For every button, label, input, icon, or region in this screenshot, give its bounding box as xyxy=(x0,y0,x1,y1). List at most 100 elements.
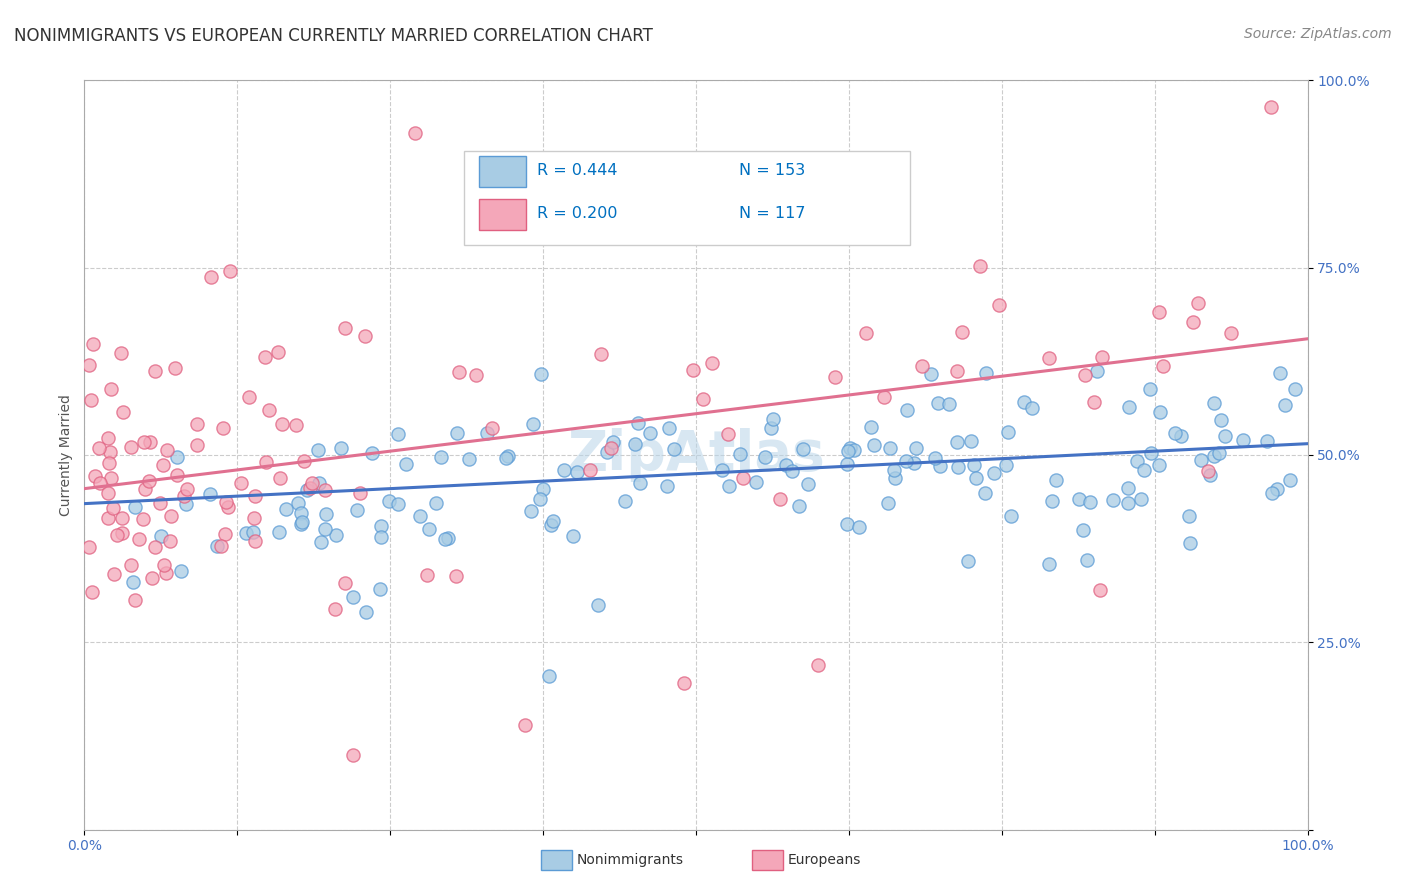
Point xyxy=(1202,395,1225,409)
Point xyxy=(1102,493,1125,508)
Point xyxy=(1000,509,1022,524)
Point xyxy=(624,436,647,450)
Point xyxy=(963,458,986,472)
Point xyxy=(395,458,418,472)
Point xyxy=(529,367,551,381)
Text: ZipAtlas: ZipAtlas xyxy=(567,428,825,482)
Point xyxy=(600,441,623,455)
Point xyxy=(387,426,409,441)
Point xyxy=(550,170,572,185)
Point xyxy=(243,489,266,503)
Point xyxy=(465,368,488,383)
Point xyxy=(513,717,536,731)
Point xyxy=(152,558,174,572)
Point xyxy=(692,392,714,407)
Point xyxy=(1067,491,1090,506)
Point xyxy=(1209,413,1232,427)
Point xyxy=(307,443,329,458)
Point xyxy=(1088,582,1111,597)
Point xyxy=(903,456,925,470)
Point xyxy=(759,421,782,435)
Point xyxy=(156,443,179,458)
Point xyxy=(111,511,134,525)
Point xyxy=(855,326,877,340)
Point xyxy=(1083,395,1105,409)
Point xyxy=(444,569,467,583)
Point xyxy=(1139,382,1161,396)
Point xyxy=(860,420,883,434)
Point xyxy=(103,566,125,581)
Point xyxy=(122,575,145,590)
Point xyxy=(733,471,755,485)
Point xyxy=(370,518,392,533)
Point xyxy=(346,503,368,517)
Point xyxy=(591,347,613,361)
Point xyxy=(315,507,337,521)
Point xyxy=(97,456,120,470)
Point xyxy=(638,425,661,440)
Point xyxy=(287,496,309,510)
Point xyxy=(408,508,430,523)
Point xyxy=(1178,535,1201,549)
Bar xyxy=(479,199,526,230)
Point xyxy=(98,444,121,458)
Point xyxy=(200,270,222,285)
Point xyxy=(235,525,257,540)
Point xyxy=(1118,400,1140,414)
Point xyxy=(1164,426,1187,441)
Point xyxy=(997,425,1019,439)
Point xyxy=(1087,364,1109,378)
Text: N = 153: N = 153 xyxy=(738,163,806,178)
Point xyxy=(924,450,946,465)
Point xyxy=(80,392,103,407)
Point xyxy=(354,605,377,619)
Point xyxy=(333,321,356,335)
Point xyxy=(1012,395,1035,409)
Point xyxy=(1189,452,1212,467)
Point xyxy=(1071,523,1094,537)
Point xyxy=(884,471,907,485)
Point xyxy=(101,500,124,515)
Point xyxy=(1265,482,1288,496)
Point xyxy=(301,476,323,491)
Point xyxy=(672,676,695,690)
Point xyxy=(97,431,120,445)
Point xyxy=(361,446,384,460)
Point xyxy=(1260,486,1282,500)
Point xyxy=(863,438,886,452)
Point xyxy=(868,224,890,238)
Point xyxy=(243,511,266,525)
Point xyxy=(149,529,172,543)
Point xyxy=(276,502,298,516)
Point xyxy=(1140,445,1163,459)
Point xyxy=(271,417,294,431)
Point xyxy=(839,442,862,456)
Point xyxy=(945,435,967,450)
Point xyxy=(254,350,277,364)
Point xyxy=(290,506,312,520)
Point xyxy=(259,403,281,417)
Point xyxy=(995,458,1018,473)
Point xyxy=(495,450,517,465)
Point xyxy=(1260,99,1282,113)
Point xyxy=(927,395,949,409)
Point xyxy=(159,534,181,549)
Point xyxy=(1181,315,1204,329)
Point xyxy=(837,517,859,532)
Point xyxy=(323,602,346,616)
Point xyxy=(433,533,456,547)
Point xyxy=(879,441,901,455)
Point xyxy=(1021,401,1043,416)
Point xyxy=(110,526,132,541)
Point xyxy=(938,397,960,411)
Point xyxy=(952,325,974,339)
Point xyxy=(1187,296,1209,310)
Point xyxy=(149,496,172,510)
Point xyxy=(217,500,239,515)
Point xyxy=(538,669,561,683)
Point xyxy=(896,453,918,467)
Point xyxy=(205,539,228,553)
Point xyxy=(1118,496,1140,510)
Point xyxy=(728,447,751,461)
Point xyxy=(447,365,470,379)
